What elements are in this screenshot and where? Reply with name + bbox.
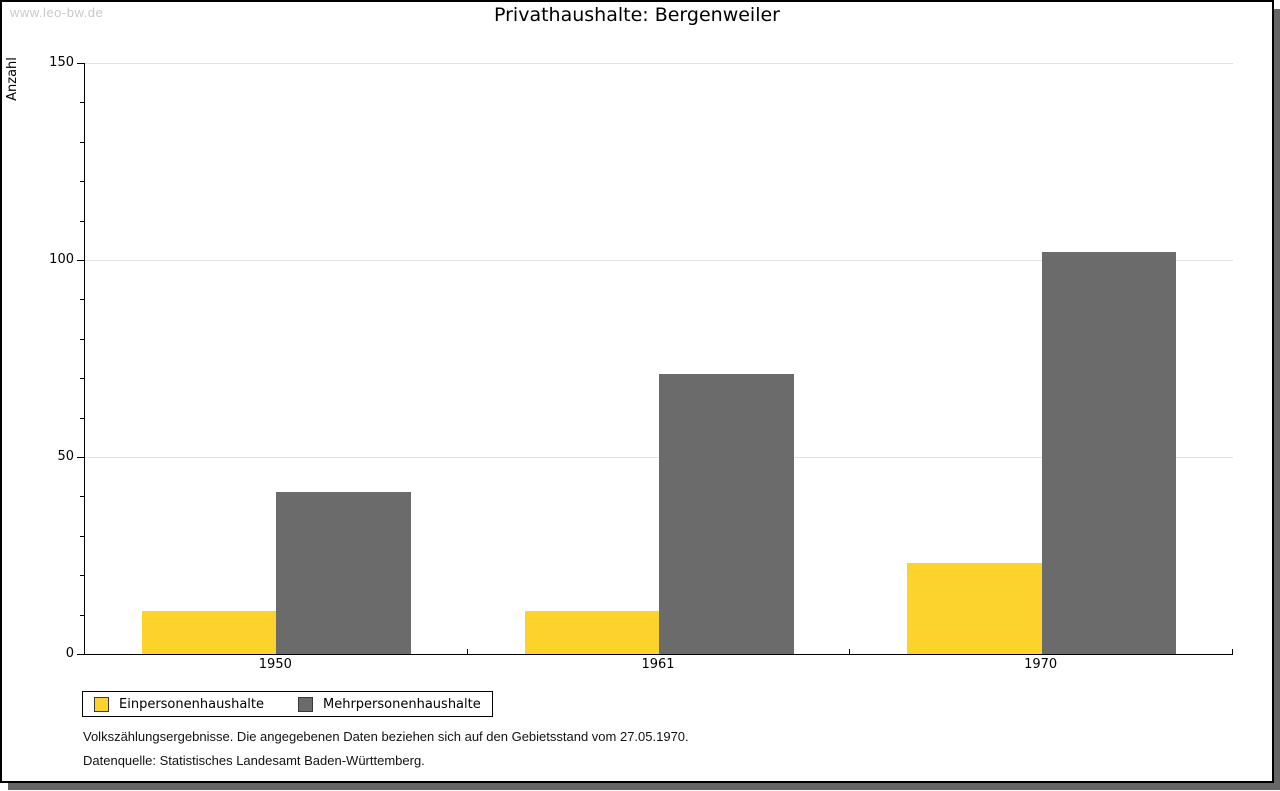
y-axis-title: Anzahl: [5, 57, 20, 101]
y-axis-major-tick-100: [77, 260, 84, 261]
y-axis-minor-tick-30: [80, 535, 84, 537]
y-axis-major-tick-0: [77, 654, 84, 655]
y-axis-minor-tick-10: [80, 614, 84, 616]
chart-title: Privathaushalte: Bergenweiler: [493, 4, 780, 26]
bar-einpersonenhaushalte-1970: [907, 563, 1042, 654]
plot-area: [84, 63, 1233, 655]
y-axis-tick-label-150: 150: [49, 55, 74, 70]
x-axis-tick-3: [1232, 649, 1233, 654]
y-axis-tick-label-0: 0: [65, 646, 74, 661]
y-axis-minor-tick-90: [80, 299, 84, 301]
legend-item-mehrpersonenhaushalte: Mehrpersonenhaushalte: [298, 696, 481, 712]
y-axis-minor-tick-140: [80, 102, 84, 104]
y-axis-minor-tick-110: [80, 220, 84, 222]
y-axis-major-tick-50: [77, 457, 84, 458]
y-axis-minor-tick-20: [80, 575, 84, 577]
watermark-text: www.leo-bw.de: [10, 5, 104, 20]
bar-mehrpersonenhaushalte-1950: [276, 492, 411, 654]
x-axis-tick-2: [849, 649, 850, 654]
bar-einpersonenhaushalte-1961: [524, 610, 659, 654]
y-axis-minor-tick-80: [80, 338, 84, 340]
legend-label-mehrpersonenhaushalte: Mehrpersonenhaushalte: [323, 696, 481, 712]
x-axis-category-label-1961: 1961: [641, 657, 675, 672]
y-axis-minor-tick-60: [80, 417, 84, 419]
bar-mehrpersonenhaushalte-1961: [659, 374, 794, 654]
bar-einpersonenhaushalte-1950: [141, 610, 277, 654]
legend-swatch-mehrpersonenhaushalte-icon: [298, 696, 313, 712]
legend-box: Einpersonenhaushalte Mehrpersonenhaushal…: [82, 691, 493, 717]
x-axis-category-label-1970: 1970: [1024, 657, 1058, 672]
y-axis-tick-label-100: 100: [49, 252, 74, 267]
y-axis-minor-tick-130: [80, 141, 84, 143]
footnote-source-note: Volkszählungsergebnisse. Die angegebenen…: [83, 729, 689, 744]
footnotes: Volkszählungsergebnisse. Die angegebenen…: [83, 729, 689, 769]
footnote-data-source: Datenquelle: Statistisches Landesamt Bad…: [83, 753, 425, 768]
y-axis-minor-tick-120: [80, 181, 84, 183]
legend-label-einpersonenhaushalte: Einpersonenhaushalte: [119, 696, 264, 712]
y-axis-major-tick-150: [77, 63, 84, 64]
y-axis-minor-tick-40: [80, 496, 84, 498]
gridline-150: [85, 63, 1233, 64]
x-axis-category-label-1950: 1950: [258, 657, 292, 672]
y-axis-tick-label-50: 50: [57, 449, 74, 464]
legend-swatch-einpersonenhaushalte-icon: [94, 696, 109, 712]
legend-item-einpersonenhaushalte: Einpersonenhaushalte: [94, 696, 264, 712]
bar-mehrpersonenhaushalte-1970: [1041, 252, 1177, 654]
x-axis-tick-1: [467, 649, 468, 654]
y-axis-minor-tick-70: [80, 378, 84, 380]
gridline-100: [85, 260, 1233, 261]
